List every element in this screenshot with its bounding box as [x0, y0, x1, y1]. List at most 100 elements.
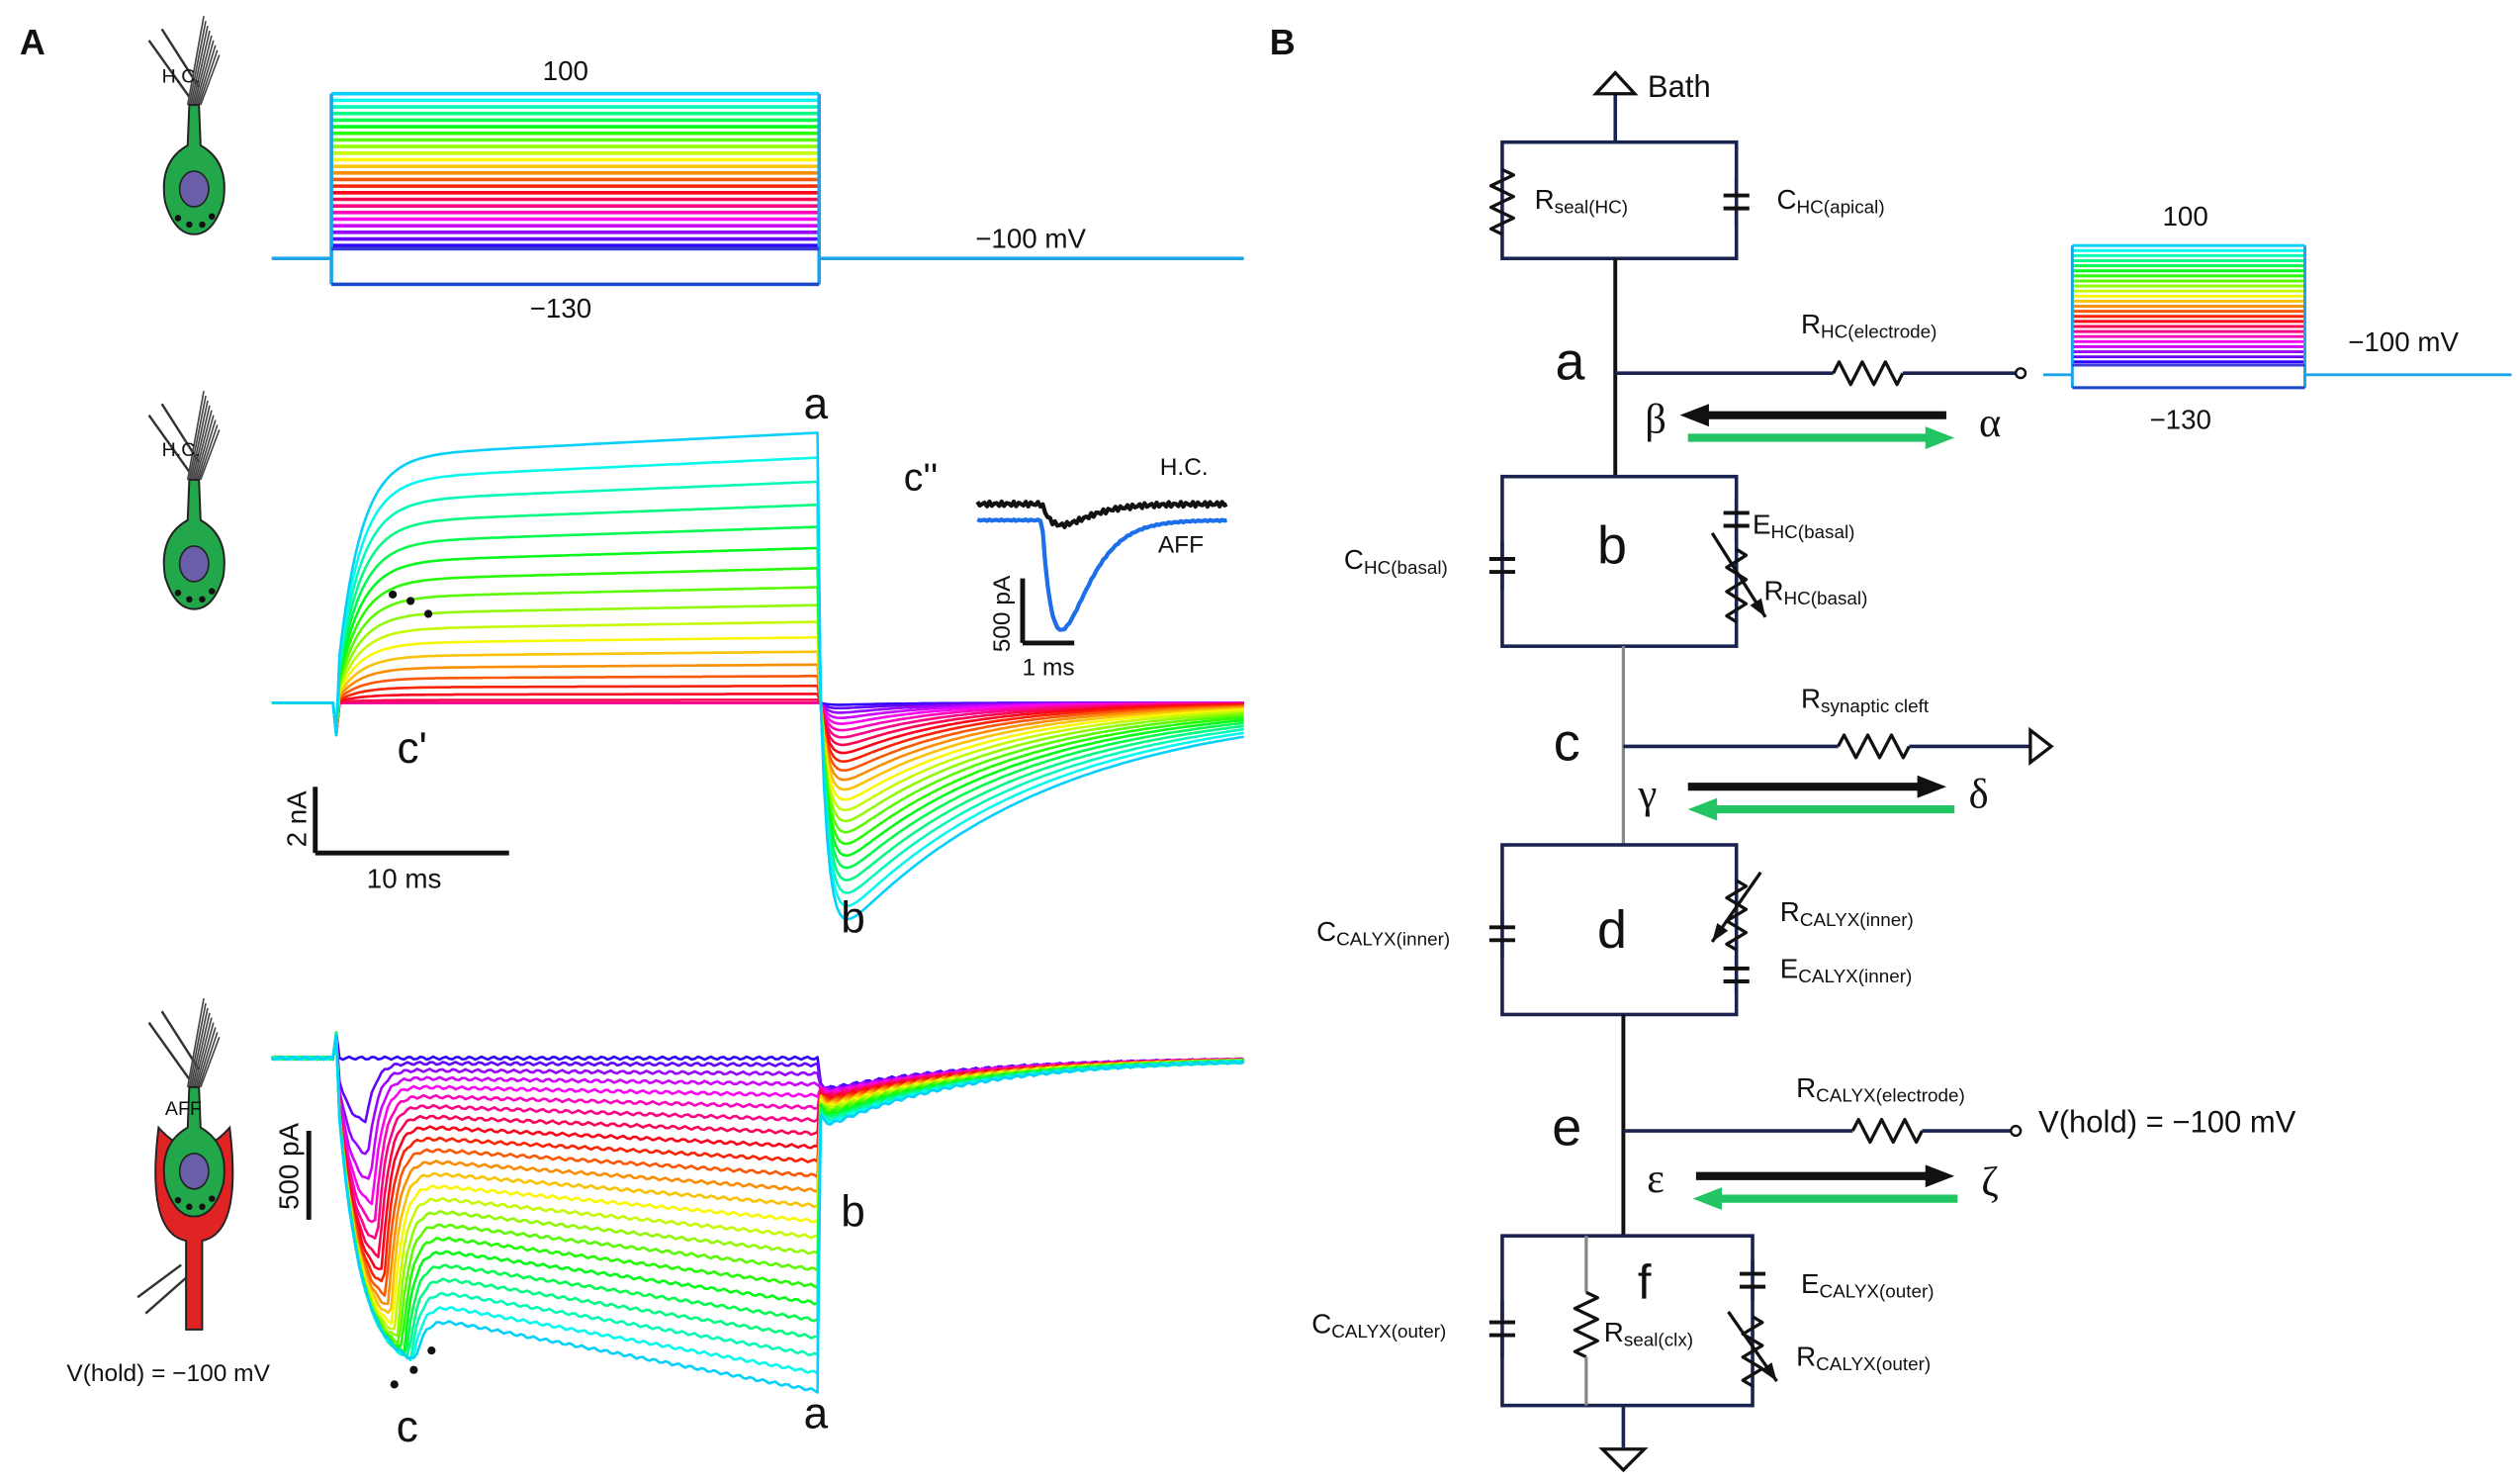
dot [389, 590, 398, 599]
ribbon [208, 1195, 216, 1202]
stereocilia [188, 1002, 207, 1088]
trace [271, 546, 1244, 858]
cell-body [162, 104, 225, 235]
label: H.C. [162, 66, 201, 88]
ground-arrow [2028, 726, 2054, 767]
label: −130 [2149, 405, 2211, 435]
label-sub: CALYX(outer) [1331, 1321, 1446, 1342]
trace [271, 525, 1244, 870]
label: a [1556, 331, 1585, 391]
label: f [1638, 1256, 1652, 1310]
label-main: R [1796, 1342, 1816, 1372]
label: Rseal(clx) [1604, 1317, 1693, 1349]
label: a [804, 380, 829, 428]
label: c'' [904, 456, 939, 499]
stereocilia [186, 391, 205, 481]
label: EHC(basal) [1753, 510, 1854, 542]
label: CCALYX(outer) [1311, 1309, 1446, 1342]
label: RHC(basal) [1763, 576, 1867, 608]
stereocilia [188, 21, 207, 106]
label-sub: CALYX(inner) [1800, 909, 1914, 930]
trace [271, 603, 1244, 823]
dot [409, 1365, 418, 1374]
label-sub: HC(basal) [1784, 588, 1868, 608]
trace [271, 1033, 1245, 1394]
trace [270, 1034, 1245, 1344]
resistor [1725, 547, 1749, 624]
label: A [20, 22, 45, 62]
label: RHC(electrode) [1801, 309, 1936, 341]
stereocilia [190, 25, 209, 106]
stereocilia [198, 424, 219, 481]
stereocilia [190, 1007, 209, 1088]
stereocilia [193, 1017, 213, 1088]
resistor [1837, 733, 1911, 760]
resistor [1832, 360, 1905, 387]
label: δ [1969, 771, 1989, 817]
trace [271, 636, 1244, 801]
stereocilia [196, 419, 217, 481]
ribbon [199, 596, 206, 603]
cell-body [162, 1085, 225, 1218]
label-main: R [1604, 1317, 1624, 1347]
box [1500, 1234, 1755, 1408]
label-main: C [1344, 545, 1364, 576]
cell-icon [136, 997, 234, 1331]
label-main: C [1311, 1309, 1331, 1340]
label: H.C. [162, 439, 201, 461]
label-sub: CALYX(outer) [1820, 1280, 1935, 1301]
label-main: R [1535, 184, 1555, 215]
stereocilia [193, 410, 213, 481]
stereocilia [186, 16, 205, 106]
trace [271, 586, 1244, 834]
label-main: R [1763, 576, 1783, 606]
resistor [1850, 1117, 1924, 1145]
label-main: E [1780, 954, 1799, 984]
stereocilia [190, 400, 209, 481]
ground [1598, 1447, 1649, 1473]
arrowhead [1750, 598, 1766, 617]
stereocilia [200, 54, 221, 106]
trace [271, 675, 1244, 773]
label: −100 mV [975, 224, 1086, 254]
ribbon [174, 215, 182, 222]
label: 100 [543, 55, 588, 86]
label-sub: HC(electrode) [1821, 321, 1936, 341]
stereocilia [196, 45, 217, 106]
label: Rsynaptic cleft [1801, 684, 1930, 716]
resistor [1573, 1290, 1599, 1359]
ribbon [186, 1203, 193, 1211]
label: 2 nA [282, 790, 313, 848]
ribbon [199, 1203, 206, 1211]
label: γ [1638, 771, 1658, 817]
trace [271, 566, 1244, 846]
stereocilia [196, 1027, 217, 1088]
label-sub: seal(HC) [1555, 197, 1628, 218]
stereocilia [195, 1022, 215, 1088]
label-main: C [1777, 184, 1797, 215]
arrowhead [1925, 426, 1955, 449]
label: 500 pA [989, 575, 1016, 652]
label: CCALYX(inner) [1316, 916, 1450, 949]
label-sub: CALYX(outer) [1816, 1353, 1931, 1374]
stereocilia [200, 429, 221, 481]
nucleus [178, 1153, 210, 1190]
label-sub: CALYX(electrode) [1816, 1085, 1965, 1106]
terminal [2010, 1124, 2023, 1138]
trace [271, 431, 1244, 921]
trace [270, 1031, 1245, 1090]
label-main: R [1801, 684, 1821, 714]
trace [271, 663, 1244, 782]
trace [271, 456, 1244, 908]
stereocilia [188, 395, 207, 481]
label: b [1597, 515, 1627, 575]
arrowhead [1925, 1164, 1955, 1188]
trace [271, 685, 1244, 764]
label-main: R [1801, 309, 1821, 339]
trace [271, 1033, 1245, 1347]
ribbon [199, 221, 206, 229]
label: a [804, 1390, 829, 1438]
terminal [2014, 367, 2027, 380]
label: AFF [1158, 531, 1204, 558]
label-main: R [1780, 897, 1800, 928]
